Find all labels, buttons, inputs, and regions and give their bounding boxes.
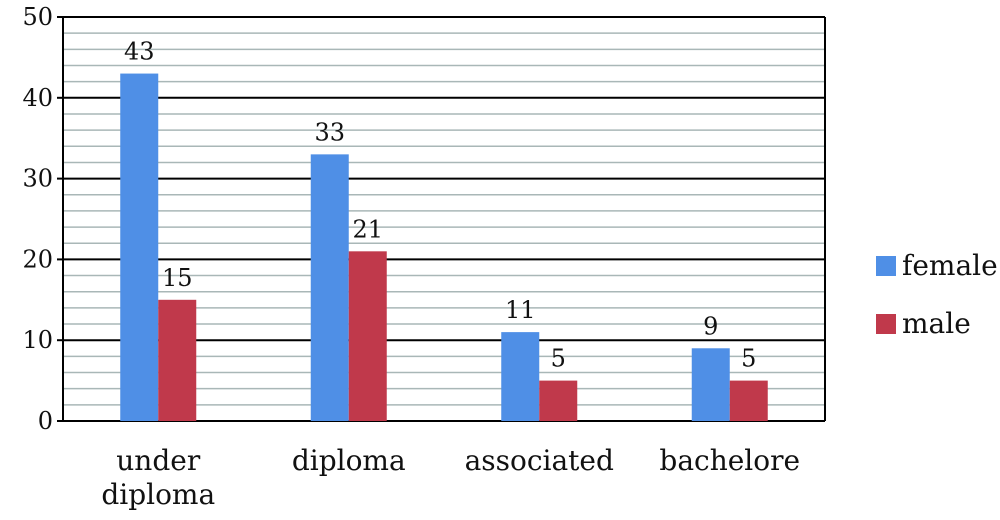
bar-male (158, 299, 197, 421)
legend-label-female: female (902, 249, 998, 282)
x-category-label-line: diploma (101, 478, 215, 511)
x-category-label: under diploma (101, 444, 215, 511)
bar-female (501, 332, 540, 421)
y-tick-label: 50 (22, 3, 53, 31)
data-label-male: 5 (551, 345, 566, 373)
data-label-female: 11 (505, 296, 536, 324)
y-tick-label: 0 (38, 407, 53, 435)
bar-male (539, 380, 578, 421)
x-category-label-line: diploma (292, 444, 406, 477)
bars (120, 73, 768, 422)
bar-female (691, 348, 730, 421)
y-tick-label: 20 (22, 245, 53, 273)
bar-male (348, 251, 387, 421)
data-label-male: 21 (352, 215, 383, 243)
legend: female male (876, 249, 998, 340)
x-category-label: diploma (292, 444, 406, 477)
bar-female (310, 154, 349, 422)
data-label-male: 5 (741, 345, 756, 373)
legend-label-male: male (902, 307, 971, 340)
data-label-female: 43 (124, 38, 155, 66)
data-label-female: 33 (314, 118, 345, 146)
bar-male (729, 380, 768, 421)
x-category-label: associated (465, 444, 614, 477)
legend-swatch-female (876, 256, 896, 276)
legend-swatch-male (876, 314, 896, 334)
y-tick-label: 30 (22, 165, 53, 193)
x-category-label-line: bachelore (659, 444, 800, 477)
x-category-label-line: under (116, 444, 201, 477)
x-category-label-line: associated (465, 444, 614, 477)
y-tick-label: 40 (22, 84, 53, 112)
x-category-label: bachelore (659, 444, 800, 477)
bar-female (120, 73, 159, 421)
y-tick-label: 10 (22, 326, 53, 354)
data-label-male: 15 (162, 264, 193, 292)
data-label-female: 9 (703, 312, 718, 340)
